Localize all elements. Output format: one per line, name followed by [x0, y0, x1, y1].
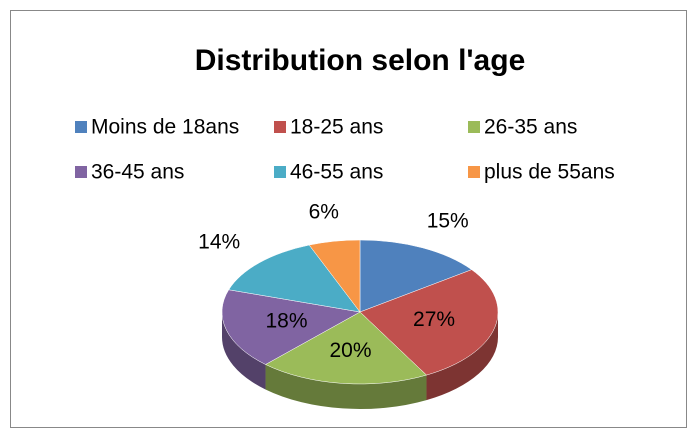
legend-swatch [75, 166, 87, 178]
legend-swatch [468, 121, 480, 133]
chart-title: Distribution selon l'age [195, 44, 526, 77]
legend-swatch [274, 121, 286, 133]
data-label: 15% [427, 210, 469, 233]
data-label: 6% [309, 201, 339, 224]
slice [359, 239, 473, 313]
legend-swatch [468, 166, 480, 178]
legend-label: 26-35 ans [484, 116, 577, 139]
slice [221, 289, 361, 365]
data-label: 27% [413, 308, 455, 331]
legend-label: Moins de 18ans [91, 116, 239, 139]
slice-side [265, 364, 427, 410]
data-label: 18% [265, 309, 307, 332]
data-label: 14% [198, 231, 240, 254]
legend-label: 18-25 ans [290, 116, 383, 139]
slice-side [426, 312, 498, 401]
legend-swatch [75, 121, 87, 133]
data-label: 20% [329, 339, 371, 362]
legend-label: 46-55 ans [290, 161, 383, 184]
legend-swatch [274, 166, 286, 178]
slice [359, 269, 499, 376]
slice [228, 244, 361, 313]
legend-label: plus de 55ans [484, 161, 615, 184]
slice [264, 311, 427, 385]
legend-label: 36-45 ans [91, 161, 184, 184]
slice [308, 239, 361, 313]
slice-side [222, 312, 266, 390]
